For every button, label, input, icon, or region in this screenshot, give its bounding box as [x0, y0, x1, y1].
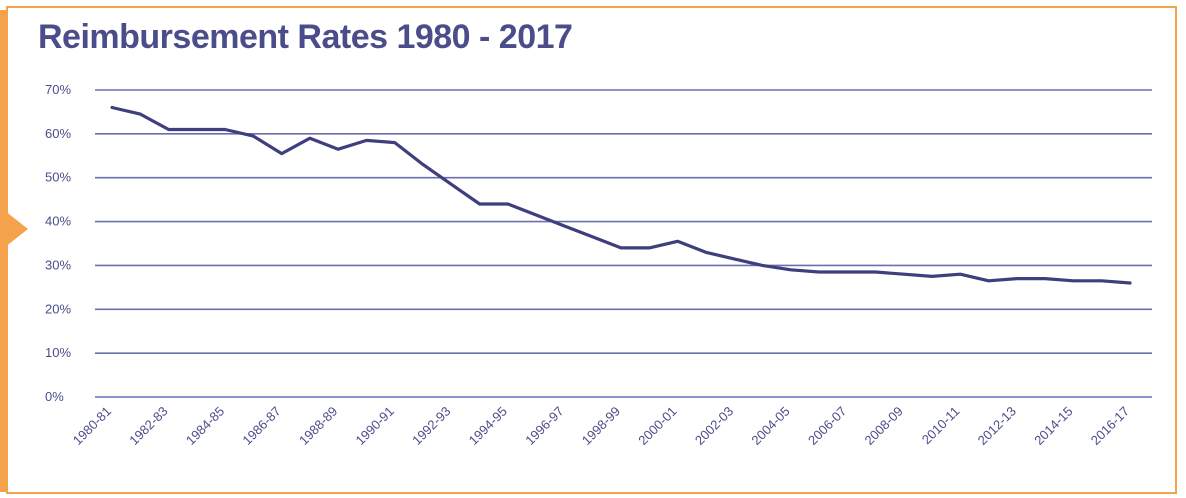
x-tick-label: 1990-91 [353, 404, 397, 448]
y-tick-label: 20% [45, 301, 71, 316]
x-tick-label: 1984-85 [183, 404, 227, 448]
x-tick-label: 2000-01 [635, 404, 679, 448]
chart-frame [6, 6, 1177, 494]
y-tick-label: 60% [45, 126, 71, 141]
x-tick-label: 2010-11 [919, 404, 963, 448]
y-tick-label: 40% [45, 214, 71, 229]
x-tick-label: 1992-93 [409, 404, 453, 448]
y-tick-label: 30% [45, 257, 71, 272]
y-tick-label: 10% [45, 345, 71, 360]
x-tick-label: 2014-15 [1031, 404, 1075, 448]
y-tick-label: 50% [45, 170, 71, 185]
x-tick-label: 2006-07 [805, 404, 849, 448]
x-tick-label: 1982-83 [126, 404, 170, 448]
x-tick-label: 2016-17 [1088, 404, 1132, 448]
chart-title: Reimbursement Rates 1980 - 2017 [38, 18, 573, 56]
x-tick-label: 2008-09 [862, 404, 906, 448]
x-tick-label: 2004-05 [748, 404, 792, 448]
x-tick-label: 1998-99 [579, 404, 623, 448]
accent-pointer [0, 207, 28, 251]
x-tick-label: 2012-13 [975, 404, 1019, 448]
accent-bar [0, 10, 6, 492]
x-tick-label: 2002-03 [692, 404, 736, 448]
x-tick-label: 1980-81 [70, 404, 114, 448]
x-tick-label: 1988-89 [296, 404, 340, 448]
x-tick-label: 1996-97 [522, 404, 566, 448]
y-tick-label: 0% [45, 389, 64, 404]
y-tick-label: 70% [45, 82, 71, 97]
x-tick-label: 1994-95 [466, 404, 510, 448]
x-tick-label: 1986-87 [239, 404, 283, 448]
